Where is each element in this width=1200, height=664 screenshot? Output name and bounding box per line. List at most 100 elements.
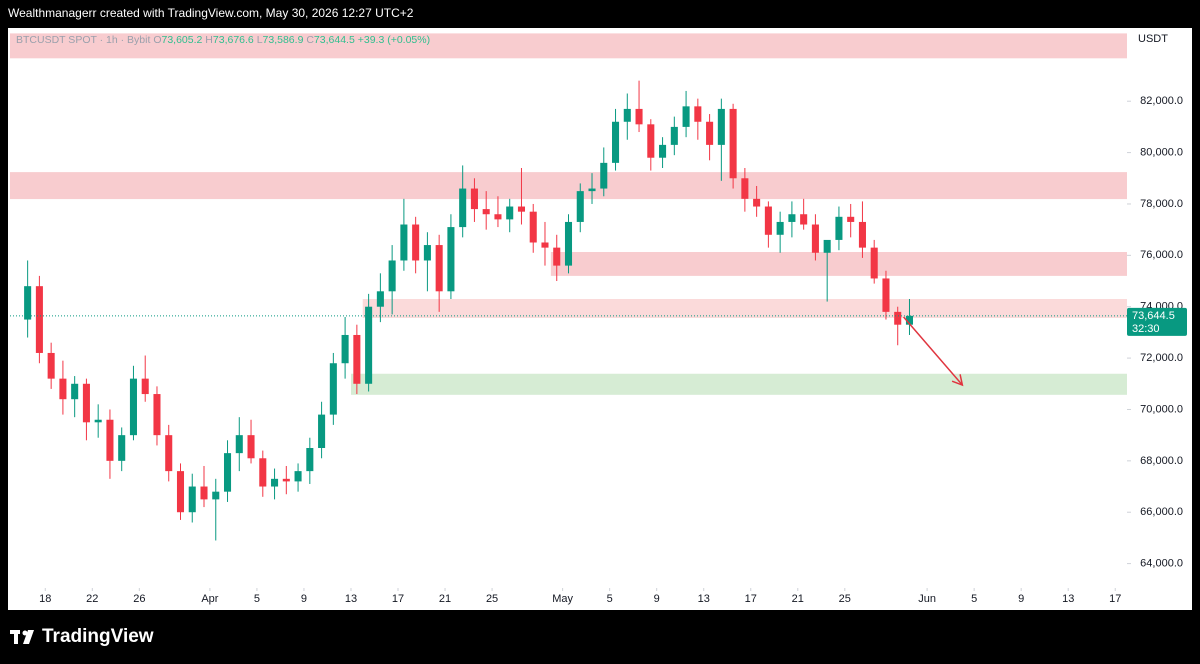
- y-tick-label: 76,000.0: [1140, 249, 1183, 261]
- candle: [200, 465, 208, 508]
- candle: [847, 203, 855, 238]
- candle: [576, 183, 584, 233]
- zones: [10, 33, 1128, 395]
- y-tick-label: 72,000.0: [1140, 352, 1183, 364]
- candle: [306, 437, 314, 484]
- candle: [341, 316, 349, 379]
- candle-body: [753, 198, 761, 207]
- plot: [10, 80, 1127, 541]
- ohlc-key: O: [153, 34, 161, 46]
- y-tick-label: 80,000.0: [1140, 146, 1183, 158]
- candle: [59, 360, 67, 415]
- x-tick-label: 13: [345, 593, 357, 605]
- arrow: [903, 316, 963, 386]
- candle-body: [94, 419, 102, 423]
- candle: [541, 221, 549, 266]
- candle-body: [541, 242, 549, 248]
- brand-logo: [10, 630, 34, 644]
- candle: [694, 98, 702, 140]
- zone: [10, 33, 1127, 59]
- candle-body: [188, 486, 196, 513]
- candle: [329, 352, 337, 425]
- candle: [212, 478, 220, 541]
- x-tick-label: 9: [1018, 593, 1024, 605]
- candle: [600, 147, 608, 197]
- candle: [318, 401, 326, 459]
- candle-body: [717, 108, 725, 145]
- x-tick-label: 26: [133, 593, 145, 605]
- candle: [223, 440, 232, 502]
- candle: [823, 239, 831, 302]
- candle: [294, 463, 302, 492]
- symbol: BTCUSDT SPOT · 1h · Bybit: [16, 34, 150, 46]
- y-unit: USDT: [1138, 33, 1168, 45]
- y-tick-label: 78,000.0: [1140, 198, 1183, 210]
- candle: [811, 214, 819, 261]
- candle: [106, 409, 114, 479]
- x-tick-label: 9: [301, 593, 307, 605]
- y-tick-label: 64,000.0: [1140, 558, 1183, 570]
- candle-body: [259, 458, 267, 487]
- zone: [350, 373, 1127, 395]
- candle: [153, 386, 161, 446]
- candle: [247, 419, 255, 464]
- candle-body: [905, 315, 914, 325]
- candle-body: [35, 286, 43, 353]
- candle-body: [659, 144, 667, 158]
- candle: [647, 119, 655, 171]
- ohlc-key: L: [257, 34, 263, 46]
- candle-body: [47, 352, 55, 379]
- candle: [447, 214, 455, 300]
- candle: [529, 203, 537, 253]
- candle-body: [376, 291, 384, 307]
- candle-body: [400, 224, 408, 261]
- candle-body: [24, 286, 32, 320]
- candle-body: [882, 278, 890, 312]
- candle: [271, 468, 279, 500]
- legend: BTCUSDT SPOT · 1h · Bybit O73,605.2 H73,…: [16, 34, 430, 46]
- logo-shape: [22, 630, 28, 636]
- candle: [788, 201, 796, 238]
- candle: [47, 342, 55, 389]
- candle: [459, 165, 467, 238]
- change: +39.3 (+0.05%): [358, 34, 430, 46]
- candle-body: [823, 239, 831, 253]
- y-tick-label: 70,000.0: [1140, 403, 1183, 415]
- candle-body: [318, 414, 326, 448]
- candle-body: [71, 383, 79, 400]
- candle-body: [165, 435, 173, 472]
- candle-body: [858, 221, 866, 248]
- candle: [388, 245, 396, 315]
- candle-body: [435, 245, 443, 292]
- candle-body: [776, 221, 784, 235]
- candle: [741, 168, 749, 212]
- x-tick-label: 13: [1062, 593, 1074, 605]
- candle-body: [494, 214, 502, 220]
- candle-body: [82, 383, 90, 423]
- zone: [362, 299, 1128, 319]
- candle: [376, 273, 384, 323]
- candle: [717, 98, 725, 181]
- candle: [94, 404, 102, 438]
- last-price-box: [1127, 307, 1187, 336]
- candle-body: [517, 206, 525, 212]
- x-tick-label: 13: [698, 593, 710, 605]
- chart-panel: [8, 28, 1192, 610]
- candle: [165, 424, 173, 482]
- candle-body: [388, 260, 396, 292]
- candle-body: [612, 121, 620, 163]
- candle-body: [694, 106, 702, 122]
- candle-body: [682, 106, 690, 127]
- candle-body: [788, 214, 796, 222]
- candle-body: [706, 121, 714, 145]
- candle: [800, 198, 808, 230]
- candle-body: [588, 188, 596, 192]
- y-tick-label: 82,000.0: [1140, 95, 1183, 107]
- candle-body: [635, 108, 643, 125]
- ohlc-value: 73,644.5: [314, 34, 355, 46]
- candle: [82, 378, 90, 441]
- candle-body: [447, 227, 455, 292]
- candle-body: [670, 126, 678, 145]
- candle: [235, 417, 243, 472]
